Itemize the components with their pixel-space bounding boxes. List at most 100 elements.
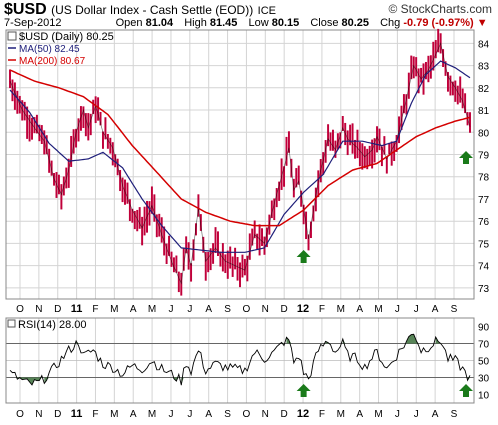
up-arrow-icon: [459, 151, 473, 164]
description: (US Dollar Index - Cash Settle (EOD)): [51, 3, 254, 17]
x-tick-label: F: [92, 304, 98, 315]
up-arrow-icon: [296, 250, 311, 263]
x-tick-label: M: [374, 304, 382, 315]
price-tick-label: 84: [478, 39, 490, 50]
rsi-frame: [5, 317, 475, 404]
close-label: Close: [310, 17, 339, 29]
high-label: High: [184, 17, 207, 29]
exchange: ICE: [257, 5, 276, 17]
price-tick-label: 75: [478, 239, 490, 250]
rsi-x-tick-label: F: [319, 409, 325, 420]
x-tick-label: M: [148, 304, 156, 315]
open-value: 81.04: [145, 17, 174, 29]
x-tick-label: A: [130, 304, 137, 315]
price-tick-label: 76: [478, 217, 490, 228]
legend-price: $USD (Daily) 80.25: [19, 31, 114, 43]
legend-ma50: MA(50) 82.45: [19, 44, 80, 55]
rsi-x-tick-label: 11: [71, 408, 83, 420]
x-tick-label: A: [205, 304, 212, 315]
price-tick-label: 74: [478, 262, 490, 273]
price-tick-label: 80: [478, 128, 490, 139]
rsi-x-tick-label: S: [451, 409, 458, 420]
rsi-tick-label: 30: [478, 374, 490, 385]
rsi-x-tick-label: J: [168, 409, 173, 420]
date: 7-Sep-2012: [4, 17, 62, 29]
rsi-x-tick-label: M: [374, 409, 382, 420]
x-tick-label: J: [395, 304, 400, 315]
rsi-overbought-fill: [76, 334, 444, 344]
rsi-x-tick-label: O: [243, 409, 251, 420]
rsi-x-tick-label: N: [35, 409, 42, 420]
rsi-x-tick-label: J: [187, 409, 192, 420]
rsi-x-tick-label: D: [281, 409, 288, 420]
x-tick-label: N: [35, 304, 42, 315]
high-value: 81.45: [209, 17, 238, 29]
legend-ma200: MA(200) 80.67: [19, 56, 86, 67]
rsi-x-tick-label: A: [130, 409, 137, 420]
rsi-tick-label: 50: [478, 357, 490, 368]
low-value: 80.15: [271, 17, 300, 29]
quote-row: 7-Sep-2012 Open 81.04 High 81.45 Low 80.…: [4, 17, 494, 29]
price-tick-label: 81: [478, 106, 490, 117]
rsi-x-tick-label: M: [148, 409, 156, 420]
price-tick-label: 77: [478, 195, 490, 206]
rsi-tick-label: 10: [478, 391, 490, 402]
chg-value: -0.79 (-0.97%): [403, 17, 474, 29]
price-tick-label: 79: [478, 150, 490, 161]
x-tick-label: D: [281, 304, 288, 315]
rsi-x-tick-label: J: [395, 409, 400, 420]
up-arrow-icon: [459, 384, 473, 397]
rsi-x-tick-label: A: [356, 409, 363, 420]
x-tick-label: M: [337, 304, 345, 315]
price-tick-label: 83: [478, 62, 490, 73]
chg-label: Chg: [380, 17, 401, 29]
rsi-x-tick-label: M: [110, 409, 118, 420]
x-tick-label: J: [168, 304, 173, 315]
open-label: Open: [115, 17, 143, 29]
rsi-x-tick-label: J: [414, 409, 419, 420]
x-tick-label: S: [224, 304, 231, 315]
x-tick-label: J: [187, 304, 192, 315]
close-value: 80.25: [341, 17, 370, 29]
rsi-x-tick-label: A: [432, 409, 439, 420]
x-tick-label: 11: [71, 303, 83, 315]
x-tick-label: M: [110, 304, 118, 315]
legend-box-icon: [7, 31, 17, 41]
x-tick-label: 12: [297, 303, 309, 315]
rsi-x-tick-label: O: [16, 409, 24, 420]
x-tick-label: A: [356, 304, 363, 315]
chg-down-icon: ▼: [476, 17, 488, 29]
brand: © StockCharts.com: [388, 2, 492, 16]
x-tick-label: D: [54, 304, 61, 315]
rsi-legend: RSI(14) 28.00: [18, 319, 86, 331]
rsi-line: [9, 333, 471, 386]
symbol: $USD: [4, 1, 47, 18]
price-line: [9, 42, 471, 285]
x-tick-label: O: [243, 304, 251, 315]
x-tick-label: O: [16, 304, 24, 315]
rsi-x-tick-label: 12: [297, 408, 309, 420]
rsi-x-tick-label: S: [224, 409, 231, 420]
rsi-x-tick-label: D: [54, 409, 61, 420]
x-tick-label: A: [432, 304, 439, 315]
x-tick-label: S: [451, 304, 458, 315]
rsi-x-tick-label: A: [205, 409, 212, 420]
ma50-line: [9, 60, 471, 253]
rsi-x-tick-label: F: [92, 409, 98, 420]
price-tick-label: 78: [478, 173, 490, 184]
price-frame: [5, 29, 475, 300]
up-arrow-icon: [296, 384, 311, 397]
rsi-legend-box-icon: [7, 319, 16, 328]
x-tick-label: N: [262, 304, 269, 315]
rsi-x-tick-label: M: [337, 409, 345, 420]
low-label: Low: [248, 17, 269, 29]
chart-title: $USD (US Dollar Index - Cash Settle (EOD…: [4, 1, 276, 19]
ma200-line: [9, 69, 471, 227]
rsi-oversold-fill: [17, 377, 471, 386]
x-tick-label: F: [319, 304, 325, 315]
price-tick-label: 82: [478, 84, 490, 95]
